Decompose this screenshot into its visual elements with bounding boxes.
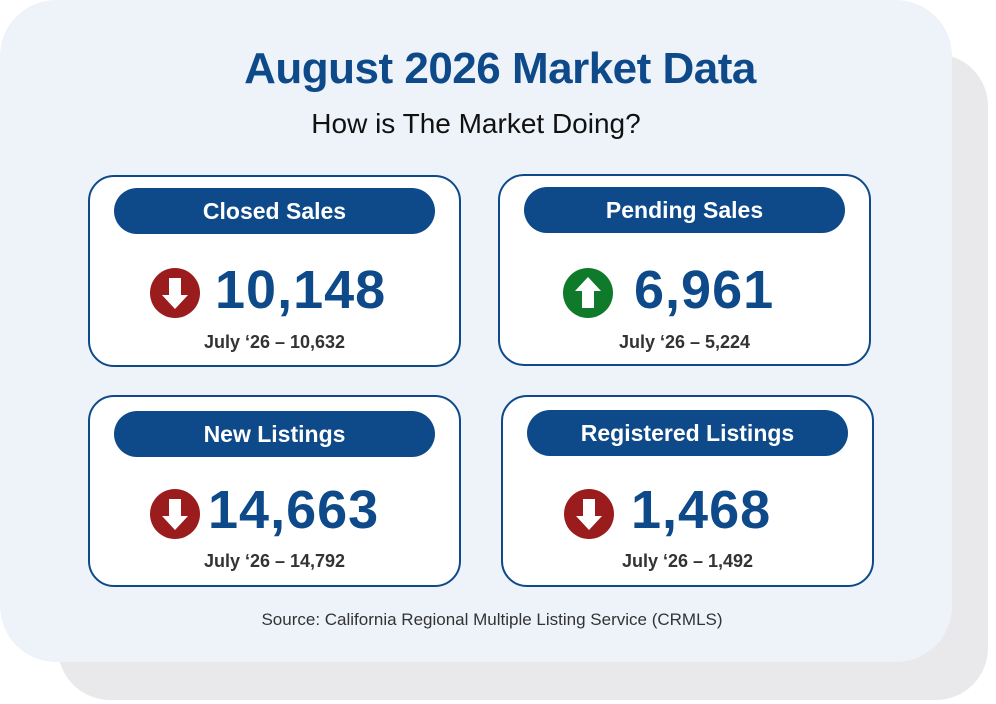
stat-prior-pending-sales: July ‘26 – 5,224 xyxy=(618,332,751,352)
stat-card-registered-listings: Registered Listings 1,468 July ‘26 – 1,4… xyxy=(501,395,874,587)
stat-card-closed-sales: Closed Sales 10,148 July ‘26 – 10,632 xyxy=(88,175,461,367)
stat-value-closed-sales: 10,148 xyxy=(215,260,387,320)
stat-card-pending-sales: Pending Sales 6,961 July ‘26 – 5,224 xyxy=(498,174,871,366)
arrow-down-icon xyxy=(564,489,614,539)
stat-value-registered-listings: 1,468 xyxy=(631,480,772,540)
stat-prior-new-listings: July ‘26 – 14,792 xyxy=(203,551,346,571)
page-subtitle: How is The Market Doing? xyxy=(311,108,641,139)
source-note: Source: California Regional Multiple Lis… xyxy=(261,610,723,629)
stat-label-new-listings: New Listings xyxy=(114,411,435,457)
stat-value-new-listings: 14,663 xyxy=(208,480,380,540)
arrow-down-icon xyxy=(150,489,200,539)
stat-card-new-listings: New Listings 14,663 July ‘26 – 14,792 xyxy=(88,395,461,587)
arrow-up-icon xyxy=(563,268,613,318)
stat-prior-closed-sales: July ‘26 – 10,632 xyxy=(203,332,346,352)
page-title: August 2026 Market Data xyxy=(244,44,756,93)
stat-label-pending-sales: Pending Sales xyxy=(524,187,845,233)
market-data-card: August 2026 Market Data How is The Marke… xyxy=(0,0,952,662)
arrow-down-icon xyxy=(150,268,200,318)
stat-label-registered-listings: Registered Listings xyxy=(527,410,848,456)
stat-label-closed-sales: Closed Sales xyxy=(114,188,435,234)
stat-value-pending-sales: 6,961 xyxy=(634,260,775,320)
stat-prior-registered-listings: July ‘26 – 1,492 xyxy=(621,551,754,571)
